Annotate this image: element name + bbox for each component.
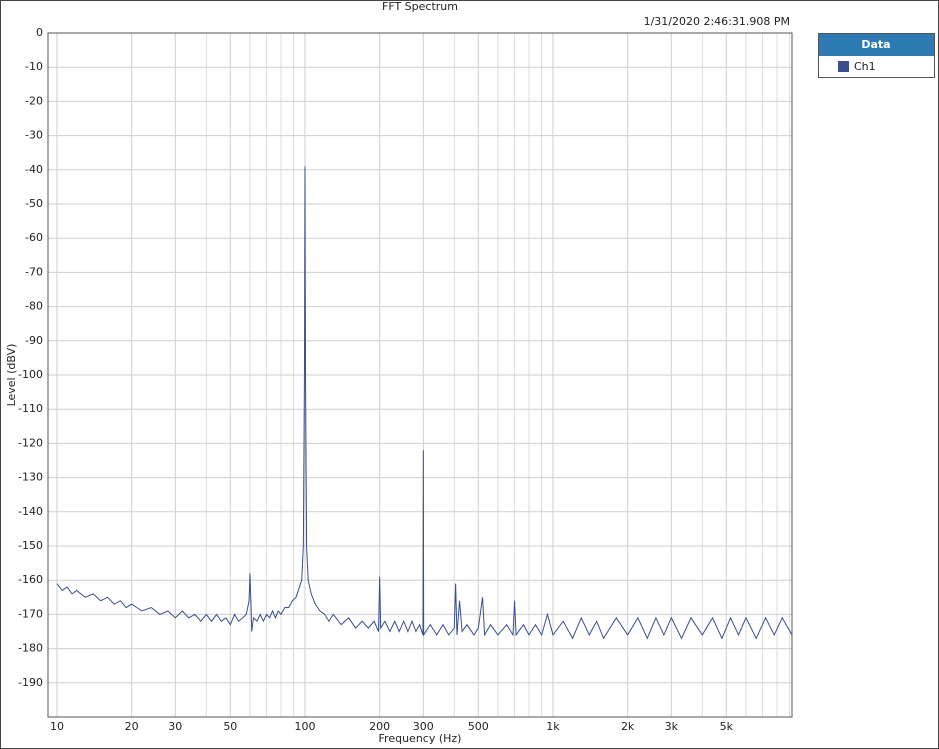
- y-tick-label: -20: [25, 94, 43, 107]
- y-tick-label: -110: [18, 402, 43, 415]
- y-tick-label: -90: [25, 334, 43, 347]
- legend-header: [819, 34, 934, 56]
- x-tick-label: 2k: [621, 720, 635, 733]
- x-tick-label: 100: [294, 720, 315, 733]
- x-tick-label: 3k: [665, 720, 679, 733]
- timestamp: 1/31/2020 2:46:31.908 PM: [644, 15, 790, 28]
- x-axis-label: Frequency (Hz): [379, 732, 462, 745]
- y-tick-label: -80: [25, 300, 43, 313]
- x-tick-label: 5k: [720, 720, 734, 733]
- legend: Data: [818, 33, 935, 78]
- y-tick-label: -150: [18, 539, 43, 552]
- x-tick-label: 1k: [546, 720, 560, 733]
- legend-swatch: [838, 61, 849, 72]
- y-tick-label: -130: [18, 471, 43, 484]
- x-tick-label: 50: [223, 720, 237, 733]
- y-tick-label: -60: [25, 231, 43, 244]
- series-line: [56, 166, 793, 640]
- x-tick-label: 30: [168, 720, 182, 733]
- y-tick-label: -40: [25, 163, 43, 176]
- x-tick-label: 200: [369, 720, 390, 733]
- plot-border: [47, 32, 793, 718]
- y-tick-label: -30: [25, 129, 43, 142]
- y-tick-label: -50: [25, 197, 43, 210]
- y-tick-label: -190: [18, 676, 43, 689]
- y-tick-label: -10: [25, 60, 43, 73]
- y-tick-label: 0: [36, 26, 43, 39]
- y-tick-label: -160: [18, 573, 43, 586]
- x-tick-label: 300: [413, 720, 434, 733]
- y-axis-label: Level (dBV): [5, 344, 18, 407]
- x-tick-label: 20: [125, 720, 139, 733]
- x-tick-label: 500: [468, 720, 489, 733]
- chart-title: FFT Spectrum: [382, 0, 458, 13]
- legend-label: Ch1: [854, 60, 876, 73]
- y-tick-label: -170: [18, 607, 43, 620]
- y-tick-label: -70: [25, 265, 43, 278]
- y-tick-label: -140: [18, 505, 43, 518]
- legend-title: Data: [861, 38, 890, 51]
- x-tick-label: 10: [50, 720, 64, 733]
- y-tick-label: -120: [18, 436, 43, 449]
- y-tick-label: -100: [18, 368, 43, 381]
- y-tick-label: -180: [18, 642, 43, 655]
